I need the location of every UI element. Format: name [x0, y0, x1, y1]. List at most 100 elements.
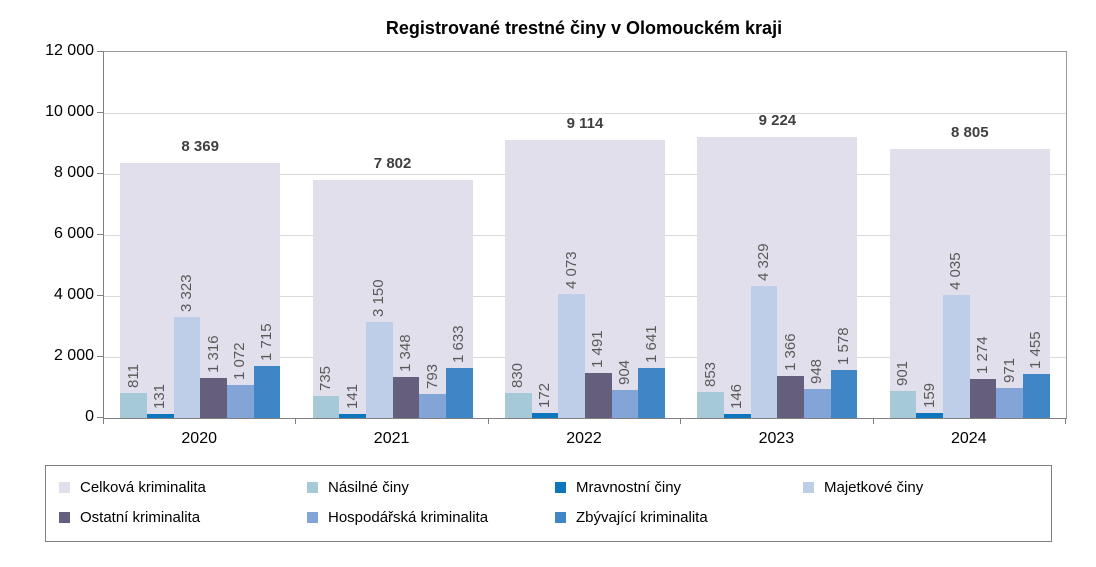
bar-zbyvajici [830, 369, 858, 418]
legend-label: Mravnostní činy [576, 479, 682, 496]
bar-ostatni [392, 376, 420, 418]
x-axis-tick [680, 418, 682, 424]
chart-title: Registrované trestné činy v Olomouckém k… [385, 18, 783, 38]
bar-group-2021: 7 802 735 141 3 150 1 348 793 1 633 [296, 52, 488, 418]
total-value-label: 9 224 [758, 111, 797, 129]
bar-zbyvajici [638, 367, 665, 418]
bar-hospodarska [996, 388, 1024, 418]
bar-mravnostni [724, 413, 751, 418]
bar-value-label: 735 [316, 365, 334, 391]
legend-item-hospodarska: Hospodářská kriminalita [307, 509, 555, 526]
bar-celkova [889, 149, 1050, 418]
legend-label: Násilné činy [328, 479, 409, 496]
y-axis-tick-label: 8 000 [53, 164, 94, 181]
legend-item-ostatni: Ostatní kriminalita [59, 509, 307, 526]
bar-value-label: 4 073 [562, 251, 580, 289]
bar-celkova [697, 136, 858, 418]
x-axis-tick [1065, 418, 1066, 424]
bar-zbyvajici [445, 368, 473, 418]
bar-nasilne [504, 392, 532, 418]
plot-area: 8 369 811 131 3 323 1 316 1 072 1 715 7 802 735 1… [103, 51, 1067, 419]
legend-label: Hospodářská kriminalita [328, 509, 489, 526]
bar-mravnostni [339, 413, 366, 418]
bar-value-label: 830 [509, 362, 527, 388]
x-axis-category-label: 2021 [373, 430, 410, 447]
bar-celkova [120, 162, 281, 418]
legend-label: Ostatní kriminalita [80, 509, 201, 526]
legend-item-majetkove: Majetkové činy [803, 479, 1051, 496]
bar-value-label: 141 [343, 383, 361, 409]
bar-value-label: 793 [423, 363, 441, 389]
bar-nasilne [889, 390, 917, 418]
bar-group-2022: 9 114 830 172 4 073 1 491 904 1 641 [489, 52, 681, 418]
bar-nasilne [697, 391, 725, 418]
bar-majetkove [558, 293, 585, 418]
bar-value-label: 904 [615, 360, 633, 386]
x-axis-tick [103, 418, 104, 424]
bar-majetkove [173, 316, 201, 418]
bar-value-label: 1 366 [781, 333, 799, 372]
bar-hospodarska [611, 390, 639, 418]
bar-value-label: 1 274 [974, 336, 992, 375]
gridline [104, 113, 1066, 114]
bar-value-label: 1 715 [257, 323, 275, 361]
bar-nasilne [120, 393, 147, 418]
legend-swatch [59, 482, 70, 493]
bar-value-label: 1 633 [450, 325, 468, 364]
bar-ostatni [777, 376, 805, 418]
y-axis-tick-label: 10 000 [45, 103, 94, 120]
bar-value-label: 811 [124, 364, 142, 389]
x-axis-category-label: 2020 [181, 430, 217, 447]
bar-zbyvajici [253, 365, 281, 418]
x-axis-tick [295, 418, 297, 424]
bar-ostatni [584, 372, 612, 418]
bar-majetkove [750, 285, 778, 418]
bar-value-label: 3 150 [370, 279, 388, 317]
bar-value-label: 1 491 [589, 329, 607, 368]
y-axis-tick [97, 173, 103, 174]
bar-value-label: 1 072 [231, 342, 249, 381]
bar-value-label: 146 [728, 383, 746, 409]
bar-mravnostni [916, 413, 944, 418]
legend-swatch [307, 512, 318, 523]
legend-swatch [307, 482, 318, 493]
legend-swatch [59, 512, 70, 523]
total-value-label: 7 802 [373, 155, 412, 173]
bar-majetkove [365, 321, 393, 418]
legend-item-mravnostni: Mravnostní činy [555, 479, 803, 496]
x-axis-tick [487, 418, 489, 424]
x-axis-category-label: 2022 [566, 430, 602, 447]
bar-value-label: 948 [808, 359, 826, 385]
bar-celkova [504, 140, 665, 418]
bar-hospodarska [226, 385, 254, 418]
legend-label: Celková kriminalita [80, 479, 206, 496]
bar-value-label: 4 035 [947, 252, 965, 290]
bar-hospodarska [804, 389, 831, 418]
bar-nasilne [312, 395, 340, 418]
y-axis-tick [97, 112, 103, 113]
bar-value-label: 3 323 [177, 274, 195, 312]
legend-item-zbyvajici: Zbývající kriminalita [555, 509, 803, 526]
y-axis-tick-label: 2 000 [53, 347, 94, 364]
legend-item-celkova: Celková kriminalita [59, 479, 307, 496]
bar-value-label: 1 348 [396, 334, 414, 372]
bar-value-label: 901 [894, 360, 912, 386]
y-axis-tick [97, 356, 103, 357]
legend-swatch [555, 512, 566, 523]
legend-swatch [555, 482, 566, 493]
bar-value-label: 159 [920, 383, 938, 409]
legend-label: Zbývající kriminalita [576, 509, 708, 526]
y-axis-tick-label: 0 [85, 408, 94, 425]
y-axis-tick-label: 4 000 [53, 286, 94, 303]
bar-value-label: 131 [151, 383, 169, 410]
y-axis-tick-label: 6 000 [53, 225, 94, 242]
bar-ostatni [969, 379, 997, 418]
total-value-label: 8 805 [951, 124, 989, 142]
y-axis-tick [97, 417, 103, 418]
x-axis-category-label: 2023 [758, 430, 795, 447]
bar-group-2020: 8 369 811 131 3 323 1 316 1 072 1 715 [104, 52, 296, 418]
bar-value-label: 1 316 [204, 335, 222, 373]
bar-value-label: 172 [535, 382, 553, 408]
bar-value-label: 1 578 [835, 327, 853, 365]
